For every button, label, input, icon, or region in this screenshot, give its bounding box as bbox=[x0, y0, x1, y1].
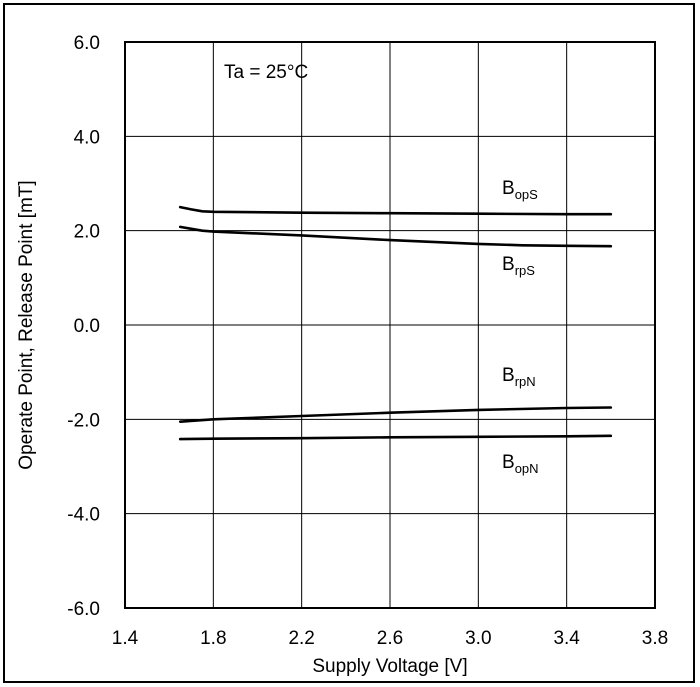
x-axis-title: Supply Voltage [V] bbox=[312, 656, 467, 677]
series-label-brpn: BrpN bbox=[502, 365, 536, 389]
series-labels: BopS BrpS BrpN BopN bbox=[502, 178, 539, 476]
series-layer bbox=[178, 205, 613, 441]
series-line-brps bbox=[178, 225, 613, 248]
grid-lines bbox=[125, 42, 655, 608]
series-line-bopn bbox=[178, 434, 613, 441]
temperature-annotation: Ta = 25°C bbox=[224, 62, 308, 83]
x-tick-label: 2.2 bbox=[288, 628, 314, 649]
x-tick-label: 1.8 bbox=[200, 628, 226, 649]
plot-area bbox=[124, 41, 656, 609]
y-tick-label: -4.0 bbox=[67, 505, 100, 526]
y-tick-label: -2.0 bbox=[67, 410, 100, 431]
series-line-bops bbox=[178, 205, 613, 216]
series-line-brpn bbox=[178, 406, 613, 424]
x-tick-label: 3.8 bbox=[642, 628, 668, 649]
tick-labels: 1.4 1.8 2.2 2.6 3.0 3.4 3.8 6.0 4.0 2.0 0.0 -2.0 -4.… bbox=[67, 33, 668, 649]
x-tick-label: 2.6 bbox=[377, 628, 403, 649]
y-axis-title: Operate Point, Release Point [mT] bbox=[16, 180, 37, 469]
chart-frame bbox=[3, 3, 695, 683]
y-tick-label: 4.0 bbox=[74, 127, 100, 148]
y-tick-label: 2.0 bbox=[74, 222, 100, 243]
y-tick-label: 0.0 bbox=[74, 316, 100, 337]
series-label-bops: BopS bbox=[502, 178, 538, 202]
x-tick-label: 3.0 bbox=[465, 628, 491, 649]
series-label-brps: BrpS bbox=[502, 254, 535, 278]
series-label-bopn: BopN bbox=[502, 452, 539, 476]
y-tick-label: -6.0 bbox=[67, 599, 100, 620]
x-tick-label: 3.4 bbox=[553, 628, 580, 649]
y-tick-label: 6.0 bbox=[74, 33, 100, 54]
x-tick-label: 1.4 bbox=[112, 628, 139, 649]
